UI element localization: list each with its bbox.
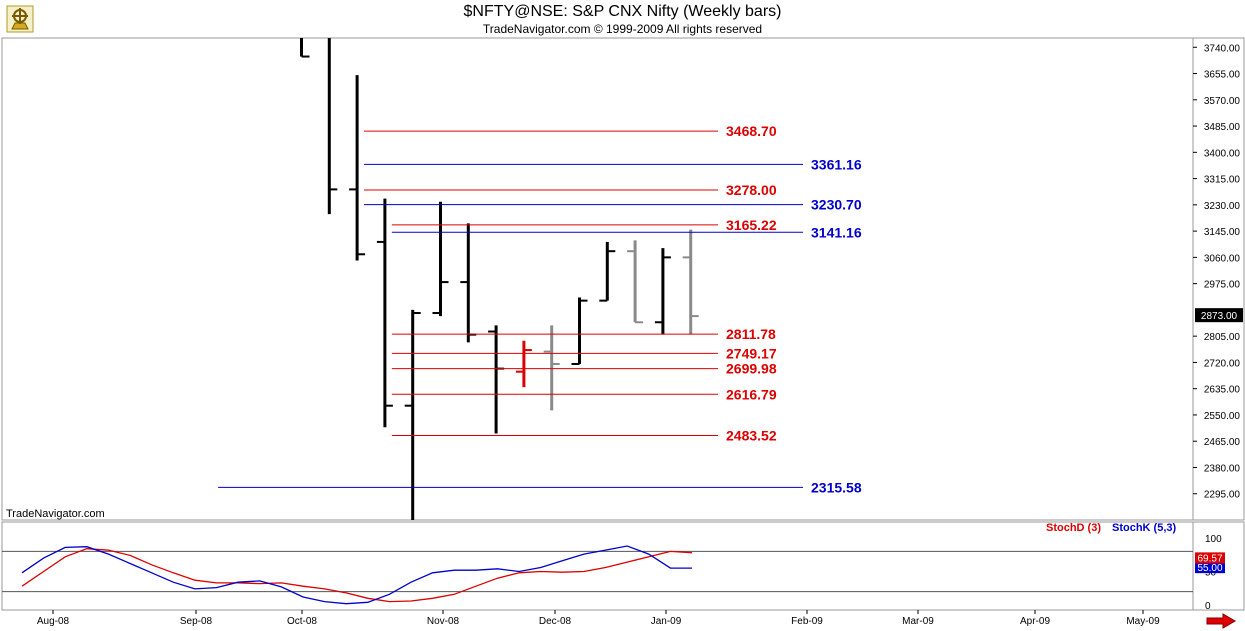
y-tick-label: 2720.00 [1204,358,1241,369]
x-tick-label: Sep-08 [180,616,213,627]
y-tick-label: 3060.00 [1204,253,1241,264]
y-tick-label: 2550.00 [1204,411,1241,422]
level-label: 3468.70 [726,123,777,139]
x-tick-label: Oct-08 [287,616,317,627]
x-tick-label: Feb-09 [791,616,823,627]
stoch-legend-k: StochK (5,3) [1112,522,1177,534]
trade-navigator-logo-icon [6,5,34,33]
level-label: 3141.16 [811,224,862,240]
y-tick-label: 3230.00 [1204,201,1241,212]
stoch-tick-label: 0 [1205,601,1211,612]
stoch-tick-label: 100 [1205,534,1222,545]
y-tick-label: 3655.00 [1204,70,1241,81]
y-tick-label: 3145.00 [1204,227,1241,238]
stoch-d-value-box [1195,552,1225,564]
x-tick-label: Apr-09 [1020,616,1050,627]
chart-title: $NFTY@NSE: S&P CNX Nifty (Weekly bars) [463,3,782,20]
y-tick-label: 2975.00 [1204,280,1241,291]
level-label: 3165.22 [726,217,777,233]
x-tick-label: May-09 [1126,616,1160,627]
last-price-label: 2873.00 [1201,311,1238,322]
y-tick-label: 2380.00 [1204,463,1241,474]
x-tick-label: Dec-08 [539,616,572,627]
stoch-series-line [21,545,692,605]
level-label: 2315.58 [811,479,862,495]
watermark: TradeNavigator.com [6,508,105,520]
y-tick-label: 3485.00 [1204,122,1241,133]
level-label: 3361.16 [811,156,862,172]
x-tick-label: Mar-09 [902,616,934,627]
y-tick-label: 2805.00 [1204,332,1241,343]
y-tick-label: 3315.00 [1204,175,1241,186]
stoch-panel [1,521,1194,611]
chart-header: $NFTY@NSE: S&P CNX Nifty (Weekly bars) T… [0,0,1245,38]
y-tick-label: 2635.00 [1204,385,1241,396]
stoch-k-value-box [1195,563,1225,574]
x-tick-label: Jan-09 [651,616,682,627]
y-tick-label: 3570.00 [1204,96,1241,107]
level-label: 3230.70 [811,197,862,213]
x-tick-label: Aug-08 [37,616,70,627]
level-label: 2749.17 [726,345,777,361]
stoch-d-value: 69.57 [1197,553,1222,564]
level-label: 2483.52 [726,427,777,443]
level-label: 2616.79 [726,386,777,402]
stoch-series-line [21,548,693,603]
scroll-right-arrow-icon[interactable] [1205,613,1237,629]
level-label: 3278.00 [726,182,777,198]
stoch-legend-d: StochD (3) [1046,522,1101,534]
y-tick-label: 3400.00 [1204,148,1241,159]
y-tick-label: 2465.00 [1204,437,1241,448]
stoch-k-value: 55.00 [1197,563,1222,574]
price-panel [1,37,1194,521]
level-label: 2811.78 [726,326,776,342]
level-label: 2699.98 [726,361,777,377]
chart-subtitle: TradeNavigator.com © 1999-2009 All right… [482,22,763,36]
price-axis-panel [1192,37,1245,521]
y-tick-label: 3740.00 [1204,43,1241,54]
last-price-box [1195,308,1243,323]
x-tick-label: Nov-08 [427,616,460,627]
y-tick-label: 2295.00 [1204,490,1241,501]
